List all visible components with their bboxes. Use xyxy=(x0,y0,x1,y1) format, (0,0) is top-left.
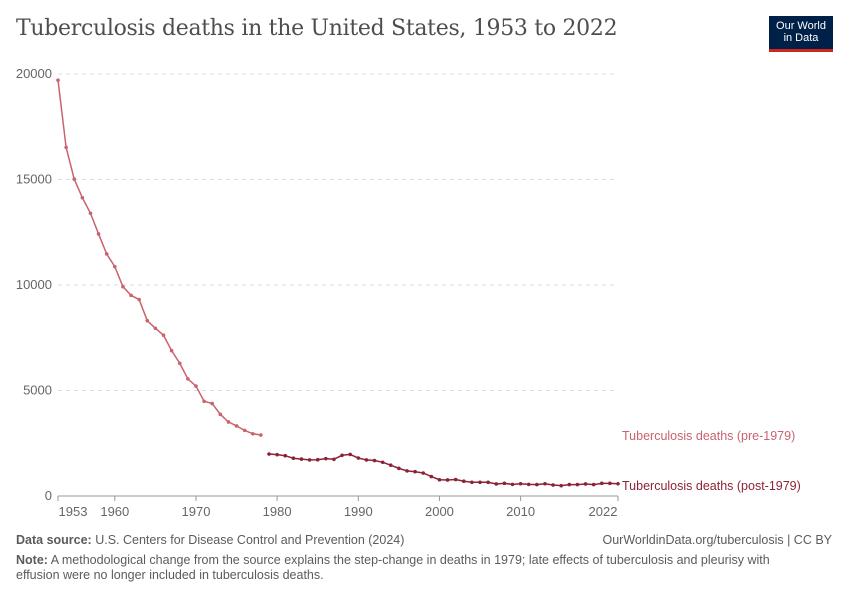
data-point xyxy=(332,457,336,462)
data-point xyxy=(56,78,60,82)
data-point xyxy=(551,483,555,487)
x-tick-label: 2000 xyxy=(425,504,454,519)
note: Note: A methodological change from the s… xyxy=(16,553,816,583)
data-point xyxy=(104,252,109,256)
data-point xyxy=(494,482,499,486)
data-point xyxy=(461,479,466,484)
chart-title: Tuberculosis deaths in the United States… xyxy=(16,16,618,41)
data-point xyxy=(526,482,531,487)
x-tick-label: 2010 xyxy=(506,504,535,519)
data-point xyxy=(567,482,572,487)
data-point xyxy=(575,482,580,487)
source-text: U.S. Centers for Disease Control and Pre… xyxy=(95,533,405,547)
source-label: Data source: xyxy=(16,533,92,547)
data-point xyxy=(307,458,312,462)
data-point xyxy=(161,333,166,338)
data-point xyxy=(437,477,442,482)
data-point xyxy=(210,401,215,406)
data-point xyxy=(145,318,150,323)
data-point xyxy=(453,477,458,482)
data-point xyxy=(543,481,547,486)
x-tick-label: 1953 xyxy=(59,504,88,519)
data-point xyxy=(113,264,117,269)
data-point xyxy=(388,463,393,467)
data-point xyxy=(599,481,604,486)
data-point xyxy=(96,232,101,236)
data-point xyxy=(275,452,279,457)
data-point xyxy=(137,297,141,302)
data-point xyxy=(413,469,417,474)
data-point xyxy=(259,433,263,437)
logo-line2: in Data xyxy=(783,32,819,44)
y-tick-label: 15000 xyxy=(16,172,52,187)
data-point xyxy=(299,457,304,461)
data-point xyxy=(129,293,133,298)
data-point xyxy=(194,384,198,388)
data-point xyxy=(380,460,385,465)
data-point xyxy=(591,482,596,487)
data-point xyxy=(186,377,190,381)
data-point xyxy=(559,483,563,488)
data-point xyxy=(267,452,271,456)
credit-link[interactable]: OurWorldinData.org/tuberculosis | CC BY xyxy=(602,533,833,547)
data-point xyxy=(397,466,401,471)
data-point xyxy=(177,361,182,366)
data-point xyxy=(234,424,239,428)
data-point xyxy=(80,195,85,200)
series-label: Tuberculosis deaths (pre-1979) xyxy=(622,429,795,443)
series-line xyxy=(57,80,262,436)
series-label: Tuberculosis deaths (post-1979) xyxy=(622,479,801,493)
x-tick-label: 1970 xyxy=(182,504,211,519)
data-point xyxy=(502,481,507,486)
logo-line1: Our World xyxy=(776,20,826,32)
owid-logo[interactable]: Our World in Data xyxy=(769,16,833,52)
data-point xyxy=(421,471,426,475)
data-point xyxy=(88,211,93,216)
x-tick-label: 2022 xyxy=(589,504,618,519)
data-point xyxy=(348,452,352,457)
data-point xyxy=(583,482,588,486)
data-point xyxy=(169,348,174,353)
y-tick-label: 0 xyxy=(45,488,52,503)
note-text: A methodological change from the source … xyxy=(16,553,770,582)
y-tick-label: 10000 xyxy=(16,277,52,292)
data-point xyxy=(121,284,125,289)
x-tick-label: 1980 xyxy=(263,504,292,519)
data-point xyxy=(372,458,377,463)
data-point xyxy=(608,481,612,486)
data-point xyxy=(535,482,539,487)
data-point xyxy=(340,453,344,458)
data-point xyxy=(218,412,223,417)
x-tick-label: 1960 xyxy=(100,504,129,519)
note-label: Note: xyxy=(16,553,48,567)
data-point xyxy=(405,469,409,473)
data-point xyxy=(226,420,231,424)
data-point xyxy=(291,456,296,461)
data-point xyxy=(315,457,320,462)
data-point xyxy=(202,399,206,404)
data-point xyxy=(364,458,369,462)
data-point xyxy=(470,480,474,485)
data-point xyxy=(64,145,68,150)
data-point xyxy=(242,428,247,433)
data-point xyxy=(283,453,288,458)
data-point xyxy=(356,456,361,460)
data-point xyxy=(510,482,515,487)
data-point xyxy=(72,177,77,181)
data-point xyxy=(153,326,158,331)
x-tick-label: 1990 xyxy=(344,504,373,519)
y-tick-label: 20000 xyxy=(16,66,52,81)
series-line xyxy=(268,453,619,487)
data-point xyxy=(616,481,620,486)
data-point xyxy=(478,480,482,485)
data-source: Data source: U.S. Centers for Disease Co… xyxy=(16,533,404,547)
data-point xyxy=(486,480,490,485)
y-tick-label: 5000 xyxy=(23,383,52,398)
data-point xyxy=(518,481,523,486)
data-point xyxy=(445,478,450,482)
data-point xyxy=(250,431,255,436)
data-point xyxy=(324,456,328,461)
data-point xyxy=(429,474,434,479)
